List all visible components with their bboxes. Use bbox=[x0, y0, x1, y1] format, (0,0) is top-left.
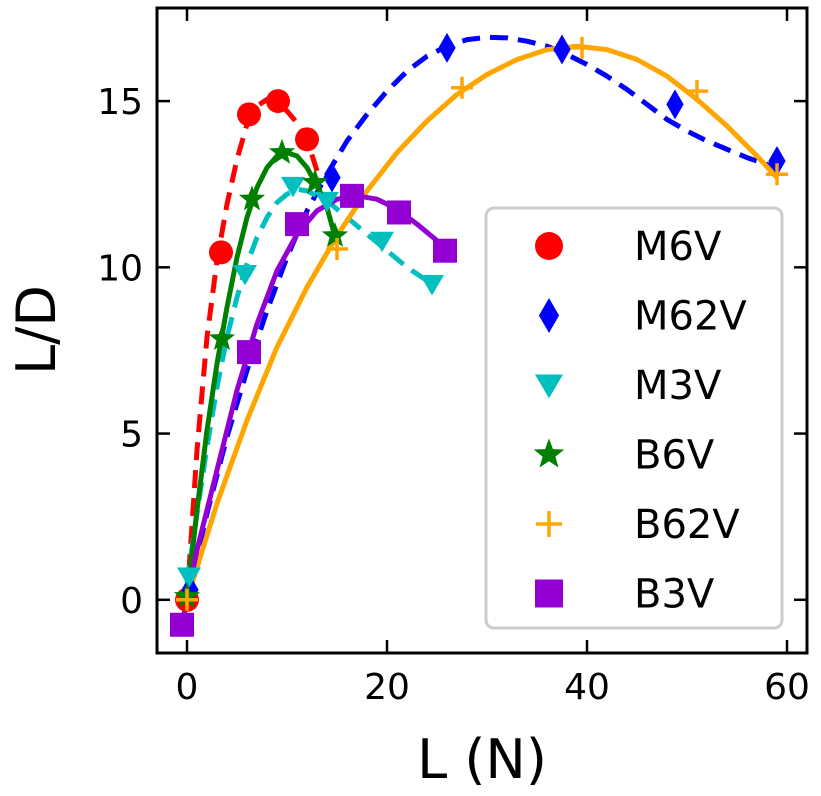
y-tick-label: 15 bbox=[97, 82, 143, 123]
legend-label-b3v: B3V bbox=[634, 572, 715, 618]
data-point-b6v bbox=[238, 185, 266, 211]
legend-marker-b62v bbox=[536, 511, 562, 537]
data-point-b62v bbox=[176, 588, 198, 611]
data-point-b62v bbox=[326, 238, 348, 261]
data-point-m62v bbox=[323, 162, 341, 193]
series-markers bbox=[170, 32, 788, 637]
data-point-m3v bbox=[281, 176, 305, 198]
data-point-m3v bbox=[233, 264, 257, 286]
legend-marker-b6v bbox=[533, 438, 565, 468]
data-point-b6v bbox=[321, 221, 349, 247]
data-point-b3v bbox=[433, 238, 457, 263]
y-tick-label: 0 bbox=[120, 581, 143, 622]
legend-marker-m62v bbox=[538, 298, 560, 333]
data-point-b3v bbox=[170, 612, 194, 637]
data-point-b6v bbox=[208, 325, 236, 350]
data-point-b3v bbox=[237, 340, 261, 365]
data-point-b3v bbox=[387, 200, 411, 225]
data-point-m62v bbox=[553, 34, 571, 65]
x-tick-label: 20 bbox=[364, 667, 410, 708]
data-point-b62v bbox=[571, 36, 593, 59]
series-line-m3v bbox=[184, 186, 434, 584]
data-point-b62v bbox=[686, 80, 708, 103]
legend-marker-m6v bbox=[535, 232, 563, 260]
legend-label-m6v: M6V bbox=[634, 224, 722, 270]
legend-label-b6v: B6V bbox=[634, 433, 715, 479]
data-point-m62v bbox=[438, 32, 456, 63]
legend-marker-m3v bbox=[535, 374, 563, 399]
data-point-b3v bbox=[285, 212, 309, 237]
data-point-m3v bbox=[420, 274, 444, 296]
data-point-m6v bbox=[237, 102, 261, 127]
legend-box bbox=[484, 206, 784, 630]
data-point-m3v bbox=[177, 567, 201, 588]
data-point-b3v bbox=[340, 183, 364, 208]
data-point-m6v bbox=[295, 127, 319, 152]
x-tick-label: 0 bbox=[176, 667, 199, 708]
legend: M6V M62V M3V B6V B62V B3V bbox=[484, 206, 784, 630]
data-point-m6v bbox=[209, 240, 233, 265]
data-point-m62v bbox=[768, 145, 786, 176]
y-axis-label: L/D bbox=[5, 285, 68, 375]
data-point-b62v bbox=[766, 163, 788, 186]
data-point-b62v bbox=[451, 76, 473, 99]
y-tick-label: 5 bbox=[120, 415, 143, 456]
legend-label-b62v: B62V bbox=[634, 502, 740, 548]
data-point-m3v bbox=[315, 191, 339, 213]
data-point-m62v bbox=[666, 89, 684, 120]
data-point-b6v bbox=[301, 168, 329, 194]
data-point-m6v bbox=[266, 89, 290, 114]
legend-label-m3v: M3V bbox=[634, 363, 722, 409]
data-point-m62v bbox=[181, 574, 199, 605]
plot-frame bbox=[155, 6, 809, 655]
y-tick-label: 10 bbox=[97, 248, 143, 289]
data-point-b6v bbox=[268, 138, 296, 164]
x-tick-label: 60 bbox=[764, 667, 810, 708]
data-point-m3v bbox=[370, 231, 394, 253]
axis-ticks: 0 20 40 60 0 5 10 15 bbox=[97, 8, 810, 708]
series-line-b6v bbox=[184, 150, 340, 601]
x-axis-label: L (N) bbox=[417, 728, 547, 791]
legend-marker-b3v bbox=[535, 579, 563, 608]
legend-label-m62v: M62V bbox=[634, 294, 747, 340]
x-tick-label: 40 bbox=[564, 667, 610, 708]
